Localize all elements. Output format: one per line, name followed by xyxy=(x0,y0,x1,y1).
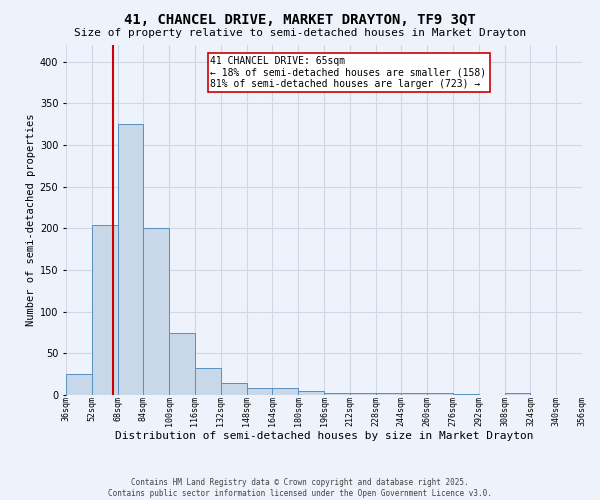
Text: Contains HM Land Registry data © Crown copyright and database right 2025.
Contai: Contains HM Land Registry data © Crown c… xyxy=(108,478,492,498)
Bar xyxy=(582,392,600,395)
Bar xyxy=(453,394,479,395)
Text: Size of property relative to semi-detached houses in Market Drayton: Size of property relative to semi-detach… xyxy=(74,28,526,38)
Bar xyxy=(143,228,169,395)
Bar xyxy=(324,392,350,395)
Text: 41, CHANCEL DRIVE, MARKET DRAYTON, TF9 3QT: 41, CHANCEL DRIVE, MARKET DRAYTON, TF9 3… xyxy=(124,12,476,26)
Bar xyxy=(195,368,221,395)
Bar xyxy=(272,388,298,395)
Bar xyxy=(350,392,376,395)
Bar xyxy=(247,388,272,395)
Bar xyxy=(298,391,324,395)
Text: 41 CHANCEL DRIVE: 65sqm
← 18% of semi-detached houses are smaller (158)
81% of s: 41 CHANCEL DRIVE: 65sqm ← 18% of semi-de… xyxy=(211,56,487,88)
Bar xyxy=(92,225,118,395)
Bar xyxy=(401,392,427,395)
Bar xyxy=(66,374,92,395)
Bar xyxy=(376,392,401,395)
Bar xyxy=(118,124,143,395)
Bar xyxy=(169,332,195,395)
Bar xyxy=(427,394,453,395)
X-axis label: Distribution of semi-detached houses by size in Market Drayton: Distribution of semi-detached houses by … xyxy=(115,430,533,440)
Bar xyxy=(221,382,247,395)
Y-axis label: Number of semi-detached properties: Number of semi-detached properties xyxy=(26,114,35,326)
Bar xyxy=(505,392,530,395)
